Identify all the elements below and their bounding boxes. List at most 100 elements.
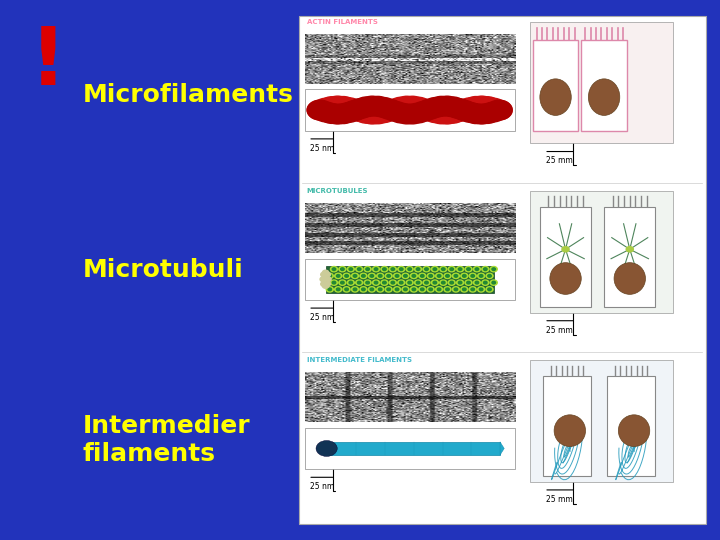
Circle shape: [364, 280, 371, 285]
Circle shape: [361, 288, 365, 291]
Circle shape: [359, 96, 385, 116]
Circle shape: [351, 287, 359, 292]
Circle shape: [412, 288, 415, 291]
Text: ACTIN FILAMENTS: ACTIN FILAMENTS: [307, 19, 377, 25]
Circle shape: [420, 274, 424, 277]
Circle shape: [490, 267, 498, 272]
Ellipse shape: [618, 415, 649, 447]
Circle shape: [425, 268, 428, 271]
Circle shape: [400, 281, 403, 284]
Circle shape: [397, 280, 405, 285]
Circle shape: [328, 274, 331, 277]
Circle shape: [379, 288, 382, 291]
Circle shape: [357, 268, 361, 271]
Circle shape: [440, 280, 447, 285]
Circle shape: [419, 287, 426, 292]
Circle shape: [428, 96, 454, 116]
Text: MICROTUBULES: MICROTUBULES: [307, 188, 368, 194]
Circle shape: [417, 99, 443, 119]
Text: 25 nm: 25 nm: [310, 482, 334, 491]
Circle shape: [366, 281, 369, 284]
Circle shape: [330, 280, 338, 285]
Circle shape: [356, 267, 363, 272]
Circle shape: [486, 273, 493, 279]
Circle shape: [469, 96, 495, 116]
Circle shape: [404, 288, 408, 291]
Circle shape: [402, 287, 409, 292]
Text: !: !: [30, 24, 67, 102]
Circle shape: [433, 281, 436, 284]
Bar: [543, 376, 591, 476]
Text: INTERMEDIATE FILAMENTS: INTERMEDIATE FILAMENTS: [307, 357, 412, 363]
Circle shape: [436, 287, 443, 292]
Circle shape: [480, 98, 506, 118]
Circle shape: [420, 288, 424, 291]
Circle shape: [480, 288, 483, 291]
Circle shape: [372, 267, 379, 272]
Circle shape: [434, 104, 460, 124]
Circle shape: [463, 104, 489, 124]
Circle shape: [326, 287, 333, 292]
Circle shape: [379, 274, 382, 277]
Circle shape: [325, 104, 351, 124]
Circle shape: [319, 97, 345, 117]
Circle shape: [487, 274, 491, 277]
Circle shape: [365, 104, 391, 124]
Circle shape: [349, 268, 353, 271]
Circle shape: [341, 281, 344, 284]
Circle shape: [440, 267, 447, 272]
Circle shape: [387, 288, 390, 291]
Circle shape: [410, 287, 418, 292]
Circle shape: [477, 287, 485, 292]
Circle shape: [320, 281, 327, 286]
Circle shape: [394, 96, 420, 116]
Circle shape: [469, 273, 476, 279]
Circle shape: [480, 274, 483, 277]
Circle shape: [374, 268, 378, 271]
Circle shape: [324, 272, 330, 277]
Circle shape: [394, 273, 400, 279]
Circle shape: [467, 281, 470, 284]
Circle shape: [431, 267, 438, 272]
Circle shape: [369, 287, 375, 292]
Circle shape: [404, 274, 408, 277]
Circle shape: [486, 100, 512, 120]
Circle shape: [454, 288, 458, 291]
Circle shape: [339, 280, 346, 285]
Circle shape: [336, 274, 340, 277]
Circle shape: [400, 96, 426, 116]
Circle shape: [339, 267, 346, 272]
Circle shape: [371, 103, 397, 123]
Circle shape: [461, 273, 468, 279]
Circle shape: [474, 97, 500, 117]
Circle shape: [390, 267, 397, 272]
Circle shape: [347, 280, 354, 285]
Circle shape: [490, 280, 498, 285]
Circle shape: [440, 97, 466, 117]
Circle shape: [446, 288, 449, 291]
Circle shape: [562, 247, 569, 252]
Circle shape: [405, 97, 431, 117]
Circle shape: [425, 281, 428, 284]
Circle shape: [307, 100, 333, 120]
Circle shape: [484, 281, 487, 284]
Circle shape: [371, 98, 397, 117]
Circle shape: [427, 273, 434, 279]
Circle shape: [336, 103, 362, 122]
Circle shape: [434, 96, 460, 116]
Circle shape: [446, 99, 472, 118]
Circle shape: [454, 274, 458, 277]
Circle shape: [387, 274, 390, 277]
Circle shape: [440, 103, 466, 123]
Circle shape: [370, 288, 374, 291]
Circle shape: [369, 273, 375, 279]
Circle shape: [444, 273, 451, 279]
Bar: [299, 16, 706, 524]
Bar: [305, 89, 515, 131]
Circle shape: [330, 104, 356, 124]
Circle shape: [471, 274, 474, 277]
Text: Intermedier
filaments: Intermedier filaments: [83, 414, 251, 466]
Circle shape: [451, 100, 477, 120]
Circle shape: [456, 267, 464, 272]
Circle shape: [351, 273, 359, 279]
